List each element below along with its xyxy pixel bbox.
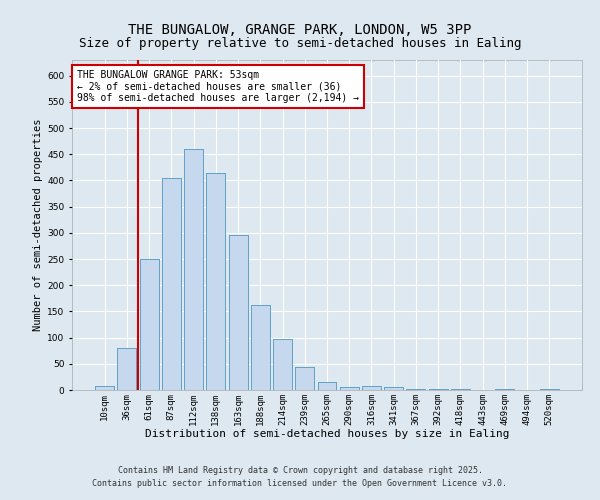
Text: Contains HM Land Registry data © Crown copyright and database right 2025.
Contai: Contains HM Land Registry data © Crown c…	[92, 466, 508, 487]
Bar	[317, 382, 337, 390]
Bar	[540, 389, 559, 390]
Bar	[406, 389, 425, 390]
Bar	[451, 389, 470, 390]
Bar	[406, 389, 425, 390]
Bar	[140, 259, 158, 390]
Bar	[251, 305, 270, 390]
Bar	[317, 382, 337, 390]
Text: THE BUNGALOW, GRANGE PARK, LONDON, W5 3PP: THE BUNGALOW, GRANGE PARK, LONDON, W5 3P…	[128, 22, 472, 36]
Bar	[340, 387, 359, 390]
Bar	[384, 388, 403, 390]
Bar	[295, 368, 314, 390]
Text: THE BUNGALOW GRANGE PARK: 53sqm
← 2% of semi-detached houses are smaller (36)
98: THE BUNGALOW GRANGE PARK: 53sqm ← 2% of …	[77, 70, 359, 103]
Bar	[229, 236, 248, 390]
Bar	[206, 172, 225, 390]
Bar	[273, 339, 292, 390]
Bar	[362, 386, 381, 390]
Bar	[362, 386, 381, 390]
Bar	[118, 348, 136, 390]
Y-axis label: Number of semi-detached properties: Number of semi-detached properties	[33, 118, 43, 331]
Bar	[273, 339, 292, 390]
Bar	[229, 236, 248, 390]
Text: Size of property relative to semi-detached houses in Ealing: Size of property relative to semi-detach…	[79, 38, 521, 51]
Bar	[540, 389, 559, 390]
Bar	[95, 386, 114, 390]
Bar	[162, 178, 181, 390]
Bar	[140, 259, 158, 390]
Bar	[184, 149, 203, 390]
Bar	[340, 387, 359, 390]
Bar	[451, 389, 470, 390]
Bar	[118, 348, 136, 390]
Bar	[295, 368, 314, 390]
Bar	[184, 149, 203, 390]
Bar	[384, 388, 403, 390]
X-axis label: Distribution of semi-detached houses by size in Ealing: Distribution of semi-detached houses by …	[145, 429, 509, 439]
Bar	[162, 178, 181, 390]
Bar	[206, 172, 225, 390]
Bar	[95, 386, 114, 390]
Bar	[251, 305, 270, 390]
